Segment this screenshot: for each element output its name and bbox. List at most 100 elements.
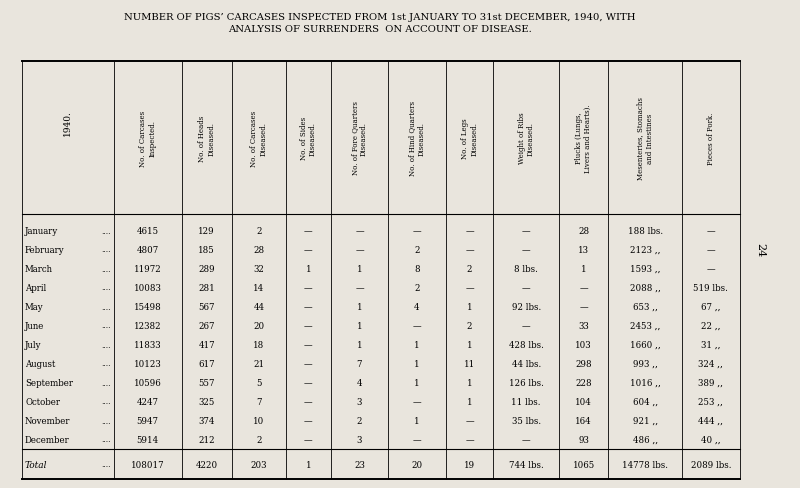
Text: —: — [466, 245, 474, 254]
Text: —: — [304, 359, 313, 368]
Text: 2: 2 [414, 245, 420, 254]
Text: 993 ,,: 993 ,, [633, 359, 658, 368]
Text: 5947: 5947 [137, 416, 158, 425]
Text: December: December [25, 435, 70, 444]
Text: Plucks (Lungs,
Livers and Hearts).: Plucks (Lungs, Livers and Hearts). [575, 104, 592, 172]
Text: 129: 129 [198, 226, 215, 236]
Text: 1593 ,,: 1593 ,, [630, 264, 660, 273]
Text: 5914: 5914 [137, 435, 158, 444]
Text: ....: .... [102, 341, 110, 349]
Text: 389 ,,: 389 ,, [698, 378, 723, 387]
Text: 8: 8 [414, 264, 420, 273]
Text: 8 lbs.: 8 lbs. [514, 264, 538, 273]
Text: 921 ,,: 921 ,, [633, 416, 658, 425]
Text: 2453 ,,: 2453 ,, [630, 321, 660, 330]
Text: —: — [466, 416, 474, 425]
Text: 7: 7 [357, 359, 362, 368]
Text: 486 ,,: 486 ,, [633, 435, 658, 444]
Text: —: — [355, 284, 364, 292]
Text: 31 ,,: 31 ,, [701, 340, 721, 349]
Text: 126 lbs.: 126 lbs. [509, 378, 544, 387]
Text: 1: 1 [357, 340, 362, 349]
Text: 324 ,,: 324 ,, [698, 359, 723, 368]
Text: 21: 21 [254, 359, 265, 368]
Text: 1: 1 [414, 359, 420, 368]
Text: 203: 203 [250, 460, 267, 468]
Text: 557: 557 [198, 378, 215, 387]
Text: —: — [304, 397, 313, 406]
Text: 10123: 10123 [134, 359, 162, 368]
Text: 1660 ,,: 1660 ,, [630, 340, 661, 349]
Text: 519 lbs.: 519 lbs. [694, 284, 728, 292]
Text: 1: 1 [414, 416, 420, 425]
Text: May: May [25, 303, 44, 311]
Text: 2089 lbs.: 2089 lbs. [690, 460, 731, 468]
Text: 289: 289 [198, 264, 215, 273]
Text: 1: 1 [466, 378, 472, 387]
Text: 1: 1 [414, 378, 420, 387]
Text: 2: 2 [256, 226, 262, 236]
Text: 35 lbs.: 35 lbs. [512, 416, 541, 425]
Text: 104: 104 [575, 397, 592, 406]
Text: 212: 212 [198, 435, 215, 444]
Text: 4: 4 [414, 303, 420, 311]
Text: —: — [304, 284, 313, 292]
Text: 32: 32 [254, 264, 264, 273]
Text: 4807: 4807 [137, 245, 158, 254]
Text: 253 ,,: 253 ,, [698, 397, 723, 406]
Text: 15498: 15498 [134, 303, 162, 311]
Text: 228: 228 [575, 378, 592, 387]
Text: —: — [706, 245, 715, 254]
Text: 1: 1 [306, 460, 311, 468]
Text: 2: 2 [357, 416, 362, 425]
Text: 28: 28 [578, 226, 589, 236]
Text: January: January [25, 226, 58, 236]
Text: —: — [413, 321, 422, 330]
Text: 22 ,,: 22 ,, [701, 321, 721, 330]
Text: 267: 267 [198, 321, 215, 330]
Text: Total: Total [25, 460, 47, 468]
Text: 10: 10 [254, 416, 265, 425]
Text: —: — [522, 435, 530, 444]
Text: ....: .... [102, 265, 110, 273]
Text: 281: 281 [198, 284, 215, 292]
Text: 44 lbs.: 44 lbs. [511, 359, 541, 368]
Text: 2: 2 [256, 435, 262, 444]
Text: 24: 24 [755, 243, 765, 257]
Text: 1: 1 [466, 397, 472, 406]
Text: Mesenteries, Stomachs
and Intestines: Mesenteries, Stomachs and Intestines [637, 97, 654, 180]
Text: —: — [304, 245, 313, 254]
Text: No. of Sides
Diseased.: No. of Sides Diseased. [300, 117, 317, 160]
Text: February: February [25, 245, 65, 254]
Text: April: April [25, 284, 46, 292]
Text: June: June [25, 321, 44, 330]
Text: 11 lbs.: 11 lbs. [511, 397, 541, 406]
Text: 11972: 11972 [134, 264, 162, 273]
Text: No. of Heads
Diseased.: No. of Heads Diseased. [198, 115, 215, 162]
Text: ....: .... [102, 246, 110, 254]
Text: 67 ,,: 67 ,, [701, 303, 721, 311]
Text: 20: 20 [411, 460, 422, 468]
Text: 44: 44 [254, 303, 265, 311]
Text: —: — [413, 435, 422, 444]
Text: 617: 617 [198, 359, 215, 368]
Text: —: — [706, 226, 715, 236]
Text: 11833: 11833 [134, 340, 162, 349]
Text: 1: 1 [466, 303, 472, 311]
Text: 1065: 1065 [573, 460, 594, 468]
Text: 325: 325 [198, 397, 215, 406]
Text: Weight of Ribs
Diseased.: Weight of Ribs Diseased. [518, 112, 534, 164]
Text: 92 lbs.: 92 lbs. [511, 303, 541, 311]
Text: 1: 1 [581, 264, 586, 273]
Text: 4220: 4220 [196, 460, 218, 468]
Text: ....: .... [102, 360, 110, 368]
Text: No. of Hind Quarters
Diseased.: No. of Hind Quarters Diseased. [408, 101, 426, 176]
Text: 604 ,,: 604 ,, [633, 397, 658, 406]
Text: 1: 1 [466, 340, 472, 349]
Text: ....: .... [102, 436, 110, 444]
Text: September: September [25, 378, 73, 387]
Text: ....: .... [102, 284, 110, 292]
Text: 14: 14 [254, 284, 265, 292]
Text: —: — [304, 226, 313, 236]
Text: —: — [579, 284, 588, 292]
